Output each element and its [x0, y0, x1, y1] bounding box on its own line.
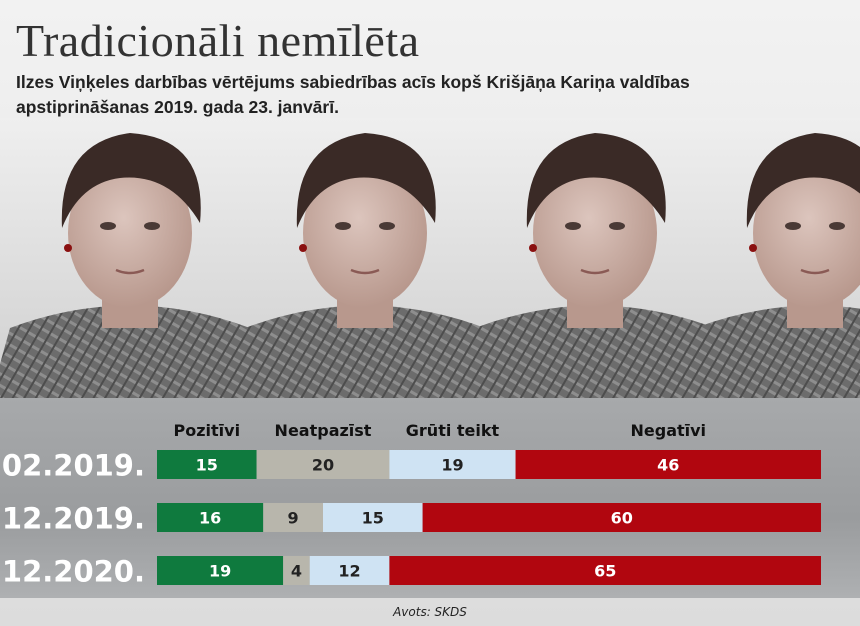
bar-segment: [256, 450, 390, 479]
data-label: 19: [209, 562, 231, 581]
bar-segment: [515, 450, 821, 479]
bar-segment: [157, 450, 257, 479]
portrait-figure: [675, 133, 860, 400]
portrait-figure: [455, 133, 735, 400]
chart-subtitle: Ilzes Viņķeles darbības vērtējums sabied…: [16, 72, 690, 117]
bar-segment: [323, 503, 423, 532]
data-label: 16: [199, 509, 221, 528]
portrait-figure: [225, 133, 505, 400]
category-label: 12.2020.: [2, 555, 145, 589]
bar-segment: [263, 503, 323, 532]
bar-segment: [283, 556, 310, 585]
data-label: 60: [611, 509, 633, 528]
data-label: 9: [288, 509, 299, 528]
portrait-photo-strip: [0, 118, 860, 400]
bar-segment: [157, 556, 284, 585]
data-label: 19: [441, 456, 463, 475]
source-note: Avots: SKDS: [393, 605, 467, 619]
legend-label: Grūti teikt: [406, 421, 500, 440]
bar-segment: [157, 503, 264, 532]
portrait-figure: [0, 133, 270, 400]
legend-label: Neatpazīst: [275, 421, 372, 440]
legend-label: Pozitīvi: [174, 421, 241, 440]
data-label: 46: [657, 456, 679, 475]
data-label: 15: [362, 509, 384, 528]
data-label: 65: [594, 562, 616, 581]
data-label: 4: [291, 562, 302, 581]
bar-segment: [389, 450, 516, 479]
chart-panel: Pozitīvi Neatpazīst Grūti teikt Negatīvi 02.…: [0, 398, 860, 598]
data-label: 12: [338, 562, 360, 581]
bar-segment: [389, 556, 821, 585]
category-label: 12.2019.: [2, 502, 145, 536]
stacked-bar-chart: Pozitīvi Neatpazīst Grūti teikt Negatīvi 02.…: [2, 421, 821, 589]
category-label: 02.2019.: [2, 449, 145, 483]
data-label: 15: [196, 456, 218, 475]
data-label: 20: [312, 456, 334, 475]
bar-segment: [422, 503, 821, 532]
legend-label: Negatīvi: [631, 421, 707, 440]
bar-segment: [309, 556, 390, 585]
chart-title: Tradicionāli nemīlēta: [16, 15, 420, 66]
